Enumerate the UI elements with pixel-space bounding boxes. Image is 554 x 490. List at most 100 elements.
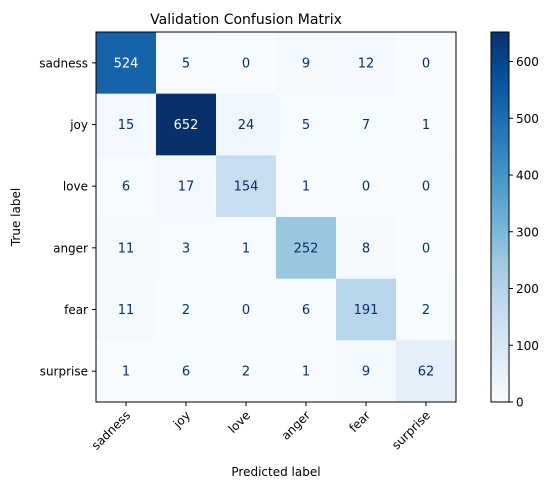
matrix-cell bbox=[336, 278, 397, 341]
y-tick-label: love bbox=[63, 180, 88, 194]
cell-value-labels: 524 5 0 9 12 015 652 24 5 7 16 17 154 1 0 011 3 1 252 8 011 2… bbox=[114, 56, 435, 379]
cell-value: 11 bbox=[118, 303, 135, 318]
cell-value: 6 bbox=[182, 365, 190, 380]
cell-value: 9 bbox=[362, 365, 370, 380]
matrix-cell bbox=[276, 278, 337, 341]
x-axis-ticks: sadness joy love anger fear surprise bbox=[89, 402, 433, 453]
y-tick-label: sadness bbox=[39, 56, 88, 70]
cell-value: 1 bbox=[422, 118, 430, 133]
cell-value: 3 bbox=[182, 241, 190, 256]
cell-value: 17 bbox=[178, 180, 195, 195]
colorbar-tick-label: 0 bbox=[516, 396, 524, 410]
colorbar bbox=[490, 31, 510, 403]
matrix-cell bbox=[156, 93, 217, 156]
cell-value: 2 bbox=[182, 303, 190, 318]
cell-value: 2 bbox=[242, 365, 250, 380]
colorbar-tick-label: 100 bbox=[516, 339, 539, 353]
matrix-cell bbox=[216, 32, 277, 95]
matrix-cell bbox=[276, 340, 337, 403]
y-tick-label: anger bbox=[53, 241, 88, 255]
matrix-cell bbox=[156, 155, 217, 218]
matrix-cell bbox=[156, 278, 217, 341]
cell-value: 8 bbox=[362, 241, 370, 256]
colorbar-tick-label: 500 bbox=[516, 112, 539, 126]
cell-value: 2 bbox=[422, 303, 430, 318]
cell-value: 1 bbox=[242, 241, 250, 256]
matrix-cell bbox=[336, 217, 397, 280]
matrix-cell bbox=[336, 32, 397, 95]
y-axis-ticks: sadness joy love anger fear surprise bbox=[39, 56, 96, 379]
y-tick-label: surprise bbox=[40, 365, 88, 379]
x-tick-label: joy bbox=[170, 408, 193, 431]
cell-value: 1 bbox=[122, 365, 130, 380]
cell-value: 0 bbox=[422, 180, 430, 195]
x-axis-label: Predicted label bbox=[231, 465, 320, 479]
matrix-cell bbox=[216, 93, 277, 156]
cell-value: 0 bbox=[422, 241, 430, 256]
y-axis-label: True label bbox=[9, 188, 23, 247]
matrix-cell bbox=[96, 278, 157, 341]
matrix-cell bbox=[96, 340, 157, 403]
cell-value: 252 bbox=[294, 241, 319, 256]
cell-value: 12 bbox=[358, 56, 375, 71]
matrix-cell bbox=[216, 217, 277, 280]
cell-value: 24 bbox=[238, 118, 255, 133]
colorbar-tick-label: 400 bbox=[516, 169, 539, 183]
cell-value: 15 bbox=[118, 118, 135, 133]
matrix-cell bbox=[396, 340, 457, 403]
matrix-cell bbox=[216, 278, 277, 341]
matrix-cell bbox=[336, 93, 397, 156]
matrix-cell bbox=[216, 155, 277, 218]
colorbar-tick-label: 600 bbox=[516, 55, 539, 69]
cell-value: 191 bbox=[354, 303, 379, 318]
matrix-cell bbox=[336, 155, 397, 218]
cell-value: 0 bbox=[242, 303, 250, 318]
matrix-cell bbox=[96, 217, 157, 280]
matrix-cell bbox=[96, 93, 157, 156]
cell-value: 7 bbox=[362, 118, 370, 133]
x-tick-label: surprise bbox=[389, 408, 433, 452]
matrix-cell bbox=[336, 340, 397, 403]
matrix-cell bbox=[396, 217, 457, 280]
cell-value: 9 bbox=[302, 56, 310, 71]
matrix-cell bbox=[396, 278, 457, 341]
cell-value: 1 bbox=[302, 180, 310, 195]
y-tick-label: joy bbox=[69, 118, 88, 132]
y-tick-label: fear bbox=[64, 303, 88, 317]
chart-title: Validation Confusion Matrix bbox=[150, 12, 342, 28]
cell-value: 1 bbox=[302, 365, 310, 380]
matrix-cell bbox=[216, 340, 277, 403]
cell-value: 62 bbox=[418, 365, 435, 380]
x-tick-label: anger bbox=[279, 408, 314, 443]
cell-value: 6 bbox=[122, 180, 130, 195]
matrix-cell bbox=[96, 32, 157, 95]
matrix-cell bbox=[156, 217, 217, 280]
cell-value: 0 bbox=[242, 56, 250, 71]
matrix-cell bbox=[276, 93, 337, 156]
x-tick-label: fear bbox=[346, 408, 373, 435]
matrix-cell bbox=[96, 155, 157, 218]
cell-value: 5 bbox=[182, 56, 190, 71]
matrix-cells bbox=[96, 32, 457, 403]
colorbar-ticks: 0 100 200 300 400 500 600 bbox=[509, 55, 539, 410]
cell-value: 6 bbox=[302, 303, 310, 318]
matrix-cell bbox=[276, 155, 337, 218]
matrix-frame bbox=[95, 31, 457, 403]
matrix-cell bbox=[396, 32, 457, 95]
matrix-cell bbox=[396, 93, 457, 156]
matrix-cell bbox=[396, 155, 457, 218]
cell-value: 11 bbox=[118, 241, 135, 256]
colorbar-tick-label: 300 bbox=[516, 225, 539, 239]
matrix-cell bbox=[276, 32, 337, 95]
matrix-cell bbox=[276, 217, 337, 280]
cell-value: 0 bbox=[362, 180, 370, 195]
cell-value: 0 bbox=[422, 56, 430, 71]
matrix-cell bbox=[156, 340, 217, 403]
cell-value: 154 bbox=[234, 180, 259, 195]
x-tick-label: sadness bbox=[89, 408, 133, 452]
matrix-cell bbox=[156, 32, 217, 95]
cell-value: 5 bbox=[302, 118, 310, 133]
cell-value: 524 bbox=[114, 56, 139, 71]
cell-value: 652 bbox=[174, 118, 199, 133]
